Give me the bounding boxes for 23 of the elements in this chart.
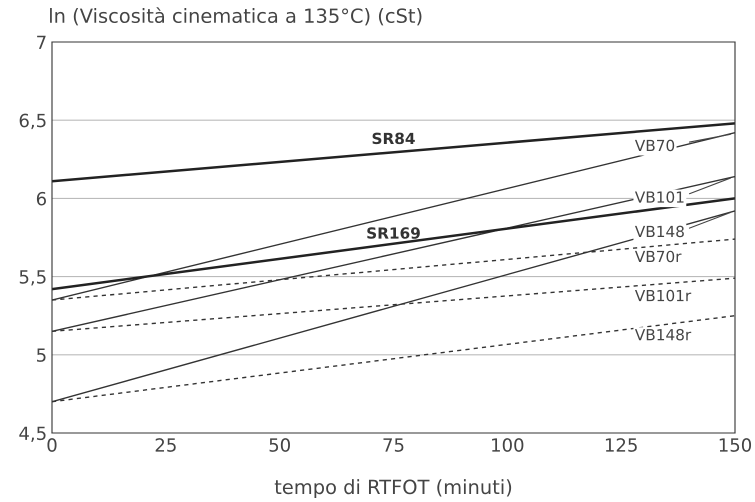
series-label: VB70: [634, 140, 674, 152]
y-tick-label: 4,5: [19, 426, 46, 442]
y-tick-label: 6,5: [20, 114, 46, 130]
series-label: VB101r: [634, 290, 692, 302]
x-tick-label: 150: [720, 438, 752, 452]
series-label: SR169: [367, 227, 420, 239]
series-label: VB70r: [634, 250, 682, 262]
y-tick-label: 5,5: [20, 270, 46, 286]
y-tick-label: 5: [37, 348, 46, 362]
x-tick-label: 50: [270, 438, 290, 452]
series-label: VB101: [634, 191, 684, 203]
x-tick-label: 25: [156, 438, 176, 452]
x-tick-label: 125: [606, 438, 637, 452]
series-label: VB148r: [634, 328, 692, 340]
y-tick-label: 6: [36, 192, 46, 206]
y-tick-label: 7: [37, 36, 46, 49]
series-label: SR84: [372, 132, 415, 144]
series-label: VB148: [634, 226, 684, 238]
x-tick-label: 75: [383, 438, 404, 452]
x-axis-title: tempo di RTFOT (minuti): [274, 479, 512, 498]
x-tick-label: 100: [492, 438, 524, 452]
y-axis-title: ln (Viscosità cinematica a 135°C) (cSt): [50, 7, 422, 26]
x-tick-label: 0: [47, 438, 57, 452]
